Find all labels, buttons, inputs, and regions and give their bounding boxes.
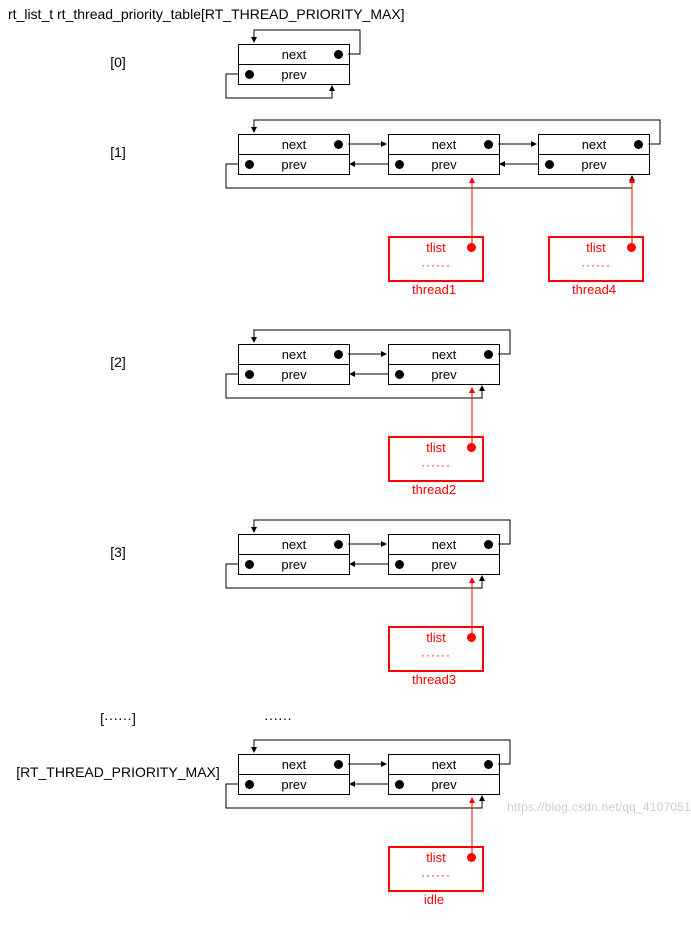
thread-box: tlist ······ (388, 436, 484, 482)
node-next-label: next (389, 755, 499, 774)
ptr-dot-icon (245, 560, 254, 569)
ptr-dot-icon (245, 780, 254, 789)
node-next-label: next (239, 345, 349, 364)
thread-tlist-label: tlist (426, 850, 446, 865)
node-next-label: next (539, 135, 649, 154)
thread-box: tlist ······ (388, 626, 484, 672)
node-next-label: next (239, 45, 349, 64)
thread-caption: thread3 (388, 672, 480, 687)
node-prev-label: prev (389, 775, 499, 794)
thread-ellipsis: ······ (390, 646, 482, 664)
ptr-dot-icon (627, 243, 636, 252)
diagram-title: rt_list_t rt_thread_priority_table[RT_TH… (8, 6, 691, 22)
thread-caption: thread4 (548, 282, 640, 297)
ptr-dot-icon (245, 370, 254, 379)
row-0: [0] next prev (8, 26, 691, 116)
ptr-dot-icon (334, 140, 343, 149)
thread-ellipsis: ······ (390, 866, 482, 884)
list-node: next prev (238, 134, 350, 175)
node-prev-label: prev (239, 65, 349, 84)
ptr-dot-icon (484, 140, 493, 149)
node-next-label: next (389, 345, 499, 364)
row-3-label: [3] (8, 516, 228, 560)
thread-caption: thread1 (388, 282, 480, 297)
thread-tlist-label: tlist (426, 630, 446, 645)
ptr-dot-icon (545, 160, 554, 169)
ptr-dot-icon (467, 443, 476, 452)
ptr-dot-icon (334, 350, 343, 359)
thread-tlist-label: tlist (426, 240, 446, 255)
list-node: next prev (238, 754, 350, 795)
watermark-text: https://blog.csdn.net/qq_41070511 (507, 800, 691, 814)
node-next-label: next (239, 135, 349, 154)
thread-tlist-label: tlist (586, 240, 606, 255)
list-node: next prev (388, 134, 500, 175)
node-prev-label: prev (239, 155, 349, 174)
ptr-dot-icon (467, 853, 476, 862)
thread-caption: idle (388, 892, 480, 907)
thread-box: tlist ······ (388, 236, 484, 282)
ptr-dot-icon (334, 760, 343, 769)
ptr-dot-icon (245, 160, 254, 169)
ptr-dot-icon (467, 633, 476, 642)
row-ellipsis-dots: ······ (264, 710, 292, 726)
ptr-dot-icon (634, 140, 643, 149)
ptr-dot-icon (334, 540, 343, 549)
row-ellipsis-label: [······] (8, 706, 228, 726)
list-node: next prev (238, 44, 350, 85)
row-3: [3] next prev next prev tlist ······ thr… (8, 516, 691, 706)
row-1: [1] next prev next prev next prev tlist … (8, 116, 691, 326)
thread-ellipsis: ······ (390, 256, 482, 274)
thread-ellipsis: ······ (550, 256, 642, 274)
ptr-dot-icon (245, 70, 254, 79)
ptr-dot-icon (467, 243, 476, 252)
row-max: [RT_THREAD_PRIORITY_MAX] next prev next … (8, 736, 691, 926)
node-prev-label: prev (539, 155, 649, 174)
node-prev-label: prev (389, 555, 499, 574)
ptr-dot-icon (484, 350, 493, 359)
ptr-dot-icon (484, 760, 493, 769)
thread-box: tlist ······ (548, 236, 644, 282)
node-prev-label: prev (389, 365, 499, 384)
list-node: next prev (238, 534, 350, 575)
node-next-label: next (239, 755, 349, 774)
node-prev-label: prev (389, 155, 499, 174)
row-2: [2] next prev next prev tlist ······ thr… (8, 326, 691, 516)
row-1-label: [1] (8, 116, 228, 160)
list-node: next prev (388, 534, 500, 575)
node-next-label: next (239, 535, 349, 554)
ptr-dot-icon (334, 50, 343, 59)
node-next-label: next (389, 135, 499, 154)
ptr-dot-icon (395, 160, 404, 169)
ptr-dot-icon (395, 370, 404, 379)
list-node: next prev (388, 754, 500, 795)
thread-box: tlist ······ (388, 846, 484, 892)
thread-tlist-label: tlist (426, 440, 446, 455)
row-ellipsis: [······] ······ (8, 706, 691, 736)
node-prev-label: prev (239, 555, 349, 574)
row-2-label: [2] (8, 326, 228, 370)
row-0-label: [0] (8, 26, 228, 70)
thread-caption: thread2 (388, 482, 480, 497)
list-node: next prev (538, 134, 650, 175)
node-prev-label: prev (239, 365, 349, 384)
ptr-dot-icon (395, 780, 404, 789)
ptr-dot-icon (484, 540, 493, 549)
list-node: next prev (238, 344, 350, 385)
row-max-label: [RT_THREAD_PRIORITY_MAX] (8, 736, 228, 780)
node-next-label: next (389, 535, 499, 554)
ptr-dot-icon (395, 560, 404, 569)
list-node: next prev (388, 344, 500, 385)
thread-ellipsis: ······ (390, 456, 482, 474)
node-prev-label: prev (239, 775, 349, 794)
